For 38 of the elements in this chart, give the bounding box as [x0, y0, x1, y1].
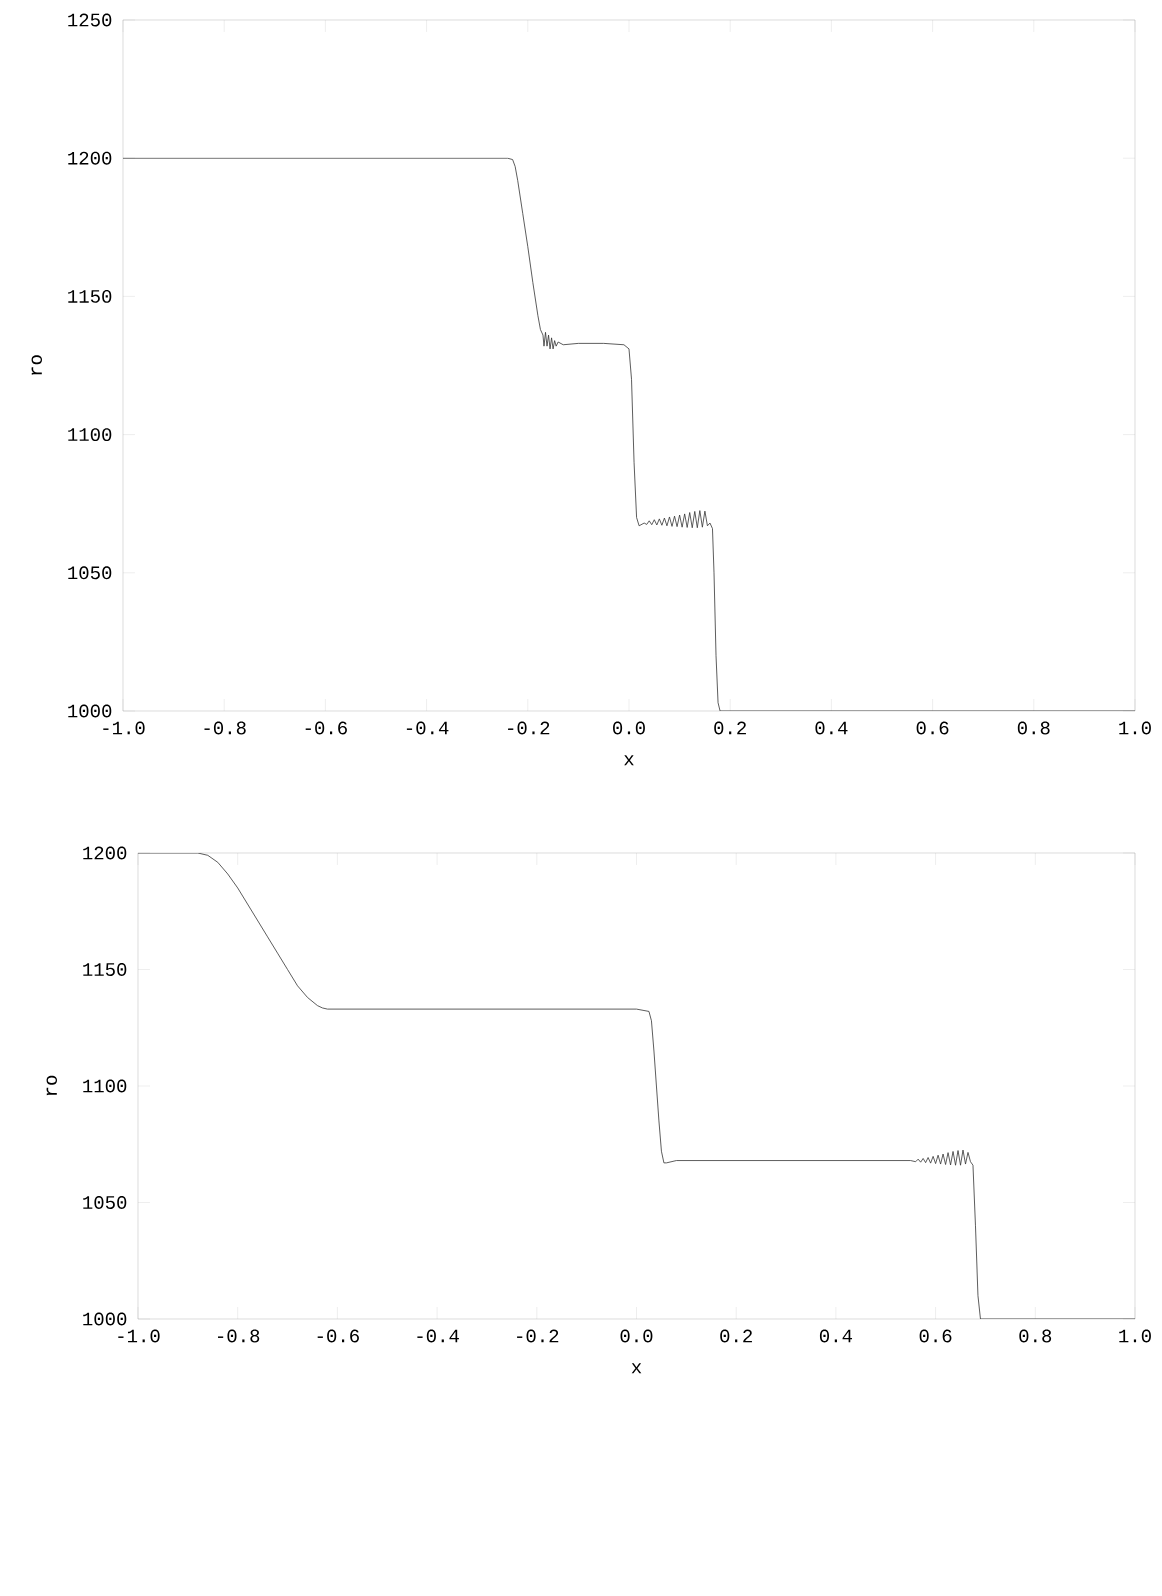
x-tick-label: 0.6 [916, 721, 949, 735]
line-series [123, 157, 1135, 711]
y-tick-label: 1000 [83, 1312, 127, 1326]
x-tick-label: 0.4 [815, 721, 848, 735]
y-tick-label: 1050 [68, 566, 112, 580]
x-tick-label: -0.8 [204, 721, 246, 735]
x-tick-label: -0.4 [417, 1329, 459, 1343]
x-tick-label: 0.2 [714, 721, 746, 735]
y-tick-label: 1000 [68, 704, 112, 718]
x-axis-title: x [631, 1363, 642, 1374]
x-tick-label: 0.8 [1019, 1329, 1052, 1343]
y-tick-label: 1150 [68, 289, 112, 303]
x-tick-label: 1.0 [1119, 1329, 1151, 1343]
x-tick-label: -0.8 [217, 1329, 260, 1343]
y-axis-title: ro [31, 355, 42, 375]
y-tick-label: 1200 [68, 151, 112, 165]
y-tick-label: 1150 [83, 963, 127, 976]
x-tick-label: -0.6 [305, 721, 347, 735]
y-tick-label: 1100 [83, 1079, 127, 1093]
x-tick-label: 0.2 [720, 1329, 752, 1343]
x-tick-label: 0.6 [919, 1329, 952, 1343]
x-tick-label: -1.0 [103, 721, 145, 735]
x-tick-label: 1.0 [1119, 721, 1151, 735]
y-tick-label: 1100 [68, 428, 112, 442]
y-tick-label: 1050 [83, 1196, 127, 1209]
x-tick-label: 0.0 [620, 1329, 653, 1343]
y-tick-label: 1250 [68, 13, 112, 27]
x-tick-label: -0.2 [517, 1329, 559, 1343]
x-tick-label: 0.0 [613, 721, 645, 735]
y-axis-title: ro [46, 1075, 57, 1096]
x-tick-label: -0.2 [508, 721, 550, 735]
x-axis-title: x [624, 755, 634, 766]
x-tick-label: 0.4 [819, 1329, 853, 1343]
x-tick-label: 0.8 [1017, 721, 1050, 735]
x-tick-label: -0.6 [317, 1329, 359, 1343]
y-tick-label: 1200 [83, 846, 127, 860]
x-tick-label: -0.4 [406, 721, 449, 735]
x-tick-label: -1.0 [118, 1329, 160, 1343]
